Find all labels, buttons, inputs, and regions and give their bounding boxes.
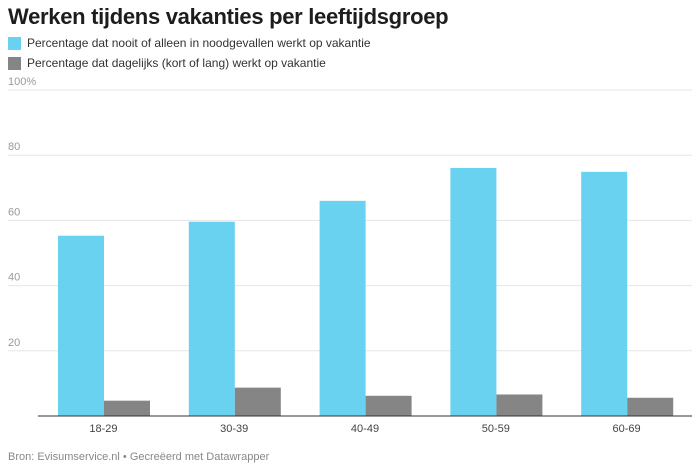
- bar-1: [319, 200, 366, 416]
- x-tick-label: 30-39: [220, 423, 248, 435]
- legend-item-series2: Percentage dat dagelijks (kort of lang) …: [8, 53, 371, 73]
- bar-1: [581, 171, 628, 416]
- legend-label-series2: Percentage dat dagelijks (kort of lang) …: [27, 56, 326, 70]
- y-tick-label: 100%: [8, 76, 36, 88]
- chart-title: Werken tijdens vakanties per leeftijdsgr…: [8, 4, 449, 29]
- y-tick-label: 20: [8, 337, 20, 349]
- legend-swatch-series2: [8, 56, 21, 70]
- legend: Percentage dat nooit of alleen in noodge…: [8, 33, 371, 73]
- bar-1: [450, 167, 497, 416]
- y-tick-label: 60: [8, 206, 20, 218]
- x-tick-label: 40-49: [351, 423, 379, 435]
- y-tick-label: 80: [8, 141, 20, 153]
- bar-1: [188, 221, 235, 416]
- footer-source: Bron: Evisumservice.nl • Gecreëerd met D…: [8, 451, 270, 463]
- x-tick-label: 18-29: [89, 423, 117, 435]
- bar-1: [58, 235, 104, 416]
- x-tick-label: 50-59: [482, 423, 510, 435]
- bar-2: [627, 397, 674, 416]
- bar-2: [104, 400, 150, 416]
- bar-2: [496, 394, 543, 416]
- axis-layer: 20 40 60 80 100% 18-29 30-39 40-49 50-59 60-69: [8, 76, 692, 435]
- y-tick-label: 40: [8, 272, 20, 284]
- legend-swatch-series1: [8, 36, 21, 50]
- legend-label-series1: Percentage dat nooit of alleen in noodge…: [27, 36, 371, 50]
- bar-2: [365, 395, 412, 416]
- bar-2: [234, 387, 281, 416]
- legend-item-series1: Percentage dat nooit of alleen in noodge…: [8, 33, 371, 53]
- bars-layer: [58, 167, 674, 416]
- x-tick-label: 60-69: [613, 423, 641, 435]
